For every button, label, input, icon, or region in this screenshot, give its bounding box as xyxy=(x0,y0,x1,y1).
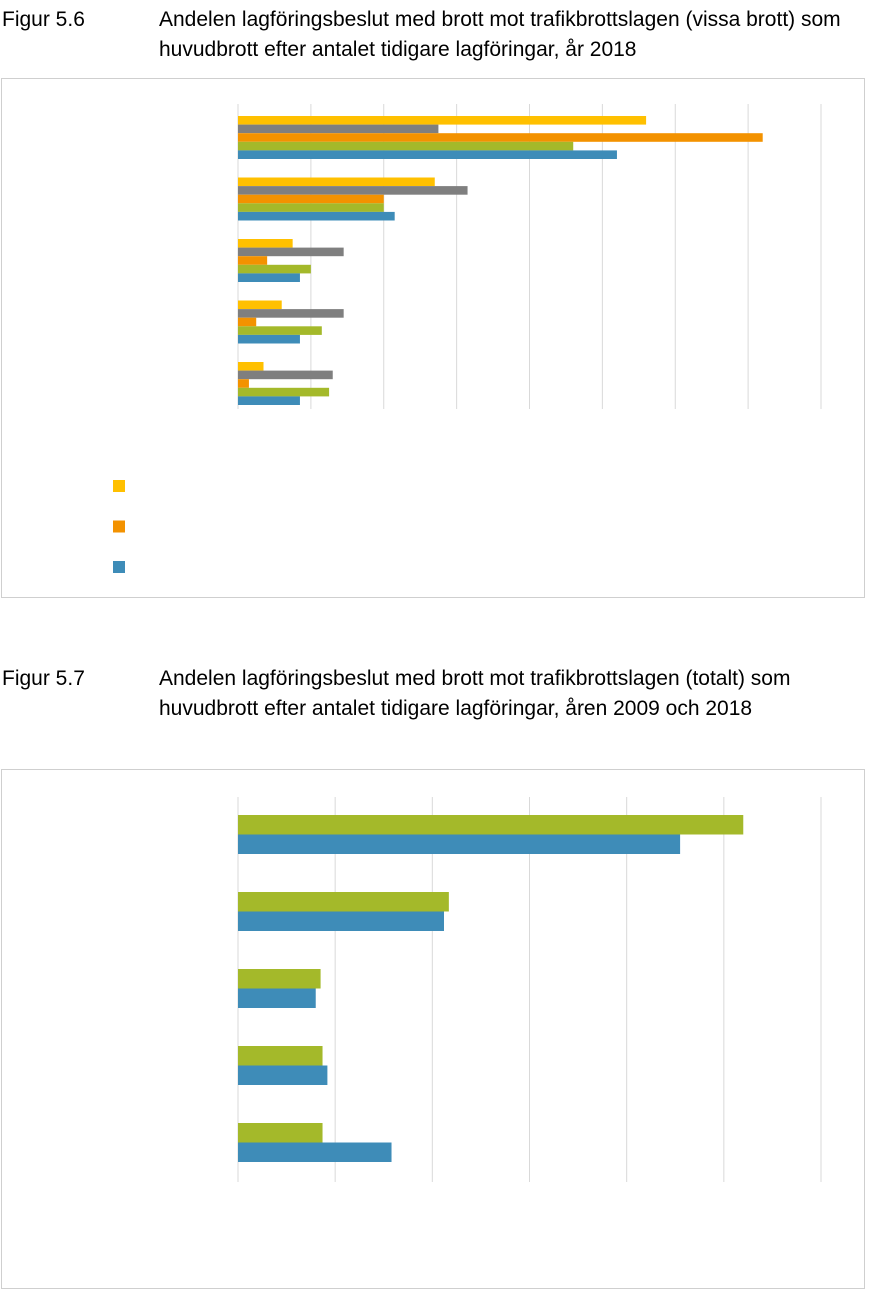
bar xyxy=(238,239,293,248)
bar xyxy=(238,116,647,125)
bar xyxy=(238,211,395,221)
bar xyxy=(238,988,316,1008)
bar xyxy=(238,326,322,335)
chart-5-7-svg xyxy=(237,797,822,1182)
figure-title: Andelen lagföringsbeslut med brott mot t… xyxy=(159,8,841,61)
bar xyxy=(238,141,574,151)
chart-5-6-svg xyxy=(113,104,822,573)
bar xyxy=(238,273,300,282)
bar xyxy=(238,264,311,274)
bar xyxy=(238,379,249,388)
figure-label: Figur 5.6 xyxy=(2,8,85,31)
bar xyxy=(238,317,257,327)
bar xyxy=(238,203,384,212)
bar xyxy=(238,892,449,912)
bar xyxy=(238,911,444,931)
bar xyxy=(238,186,468,195)
legend-marker xyxy=(113,520,125,533)
bar xyxy=(238,309,344,318)
bar xyxy=(238,194,384,204)
bar xyxy=(238,1123,323,1143)
bar xyxy=(238,150,617,159)
bar xyxy=(238,387,330,397)
bar xyxy=(238,396,300,405)
bar xyxy=(238,124,439,134)
chart-5-7 xyxy=(1,769,865,1289)
bar xyxy=(238,133,763,142)
bar xyxy=(238,1142,392,1162)
bar xyxy=(238,370,333,380)
bar xyxy=(238,256,268,265)
bar xyxy=(238,1065,328,1085)
figure-label: Figur 5.7 xyxy=(2,667,85,690)
legend-marker xyxy=(113,480,125,492)
bar xyxy=(238,300,282,310)
bar xyxy=(238,815,744,835)
bar xyxy=(238,177,435,187)
legend-marker xyxy=(113,561,125,573)
bar xyxy=(238,834,681,854)
bar xyxy=(238,969,321,989)
bar xyxy=(238,362,264,371)
bar xyxy=(238,1046,323,1066)
figure-title: Andelen lagföringsbeslut med brott mot t… xyxy=(159,667,791,720)
bar xyxy=(238,334,300,344)
chart-5-6 xyxy=(1,78,865,598)
bar xyxy=(238,247,344,257)
